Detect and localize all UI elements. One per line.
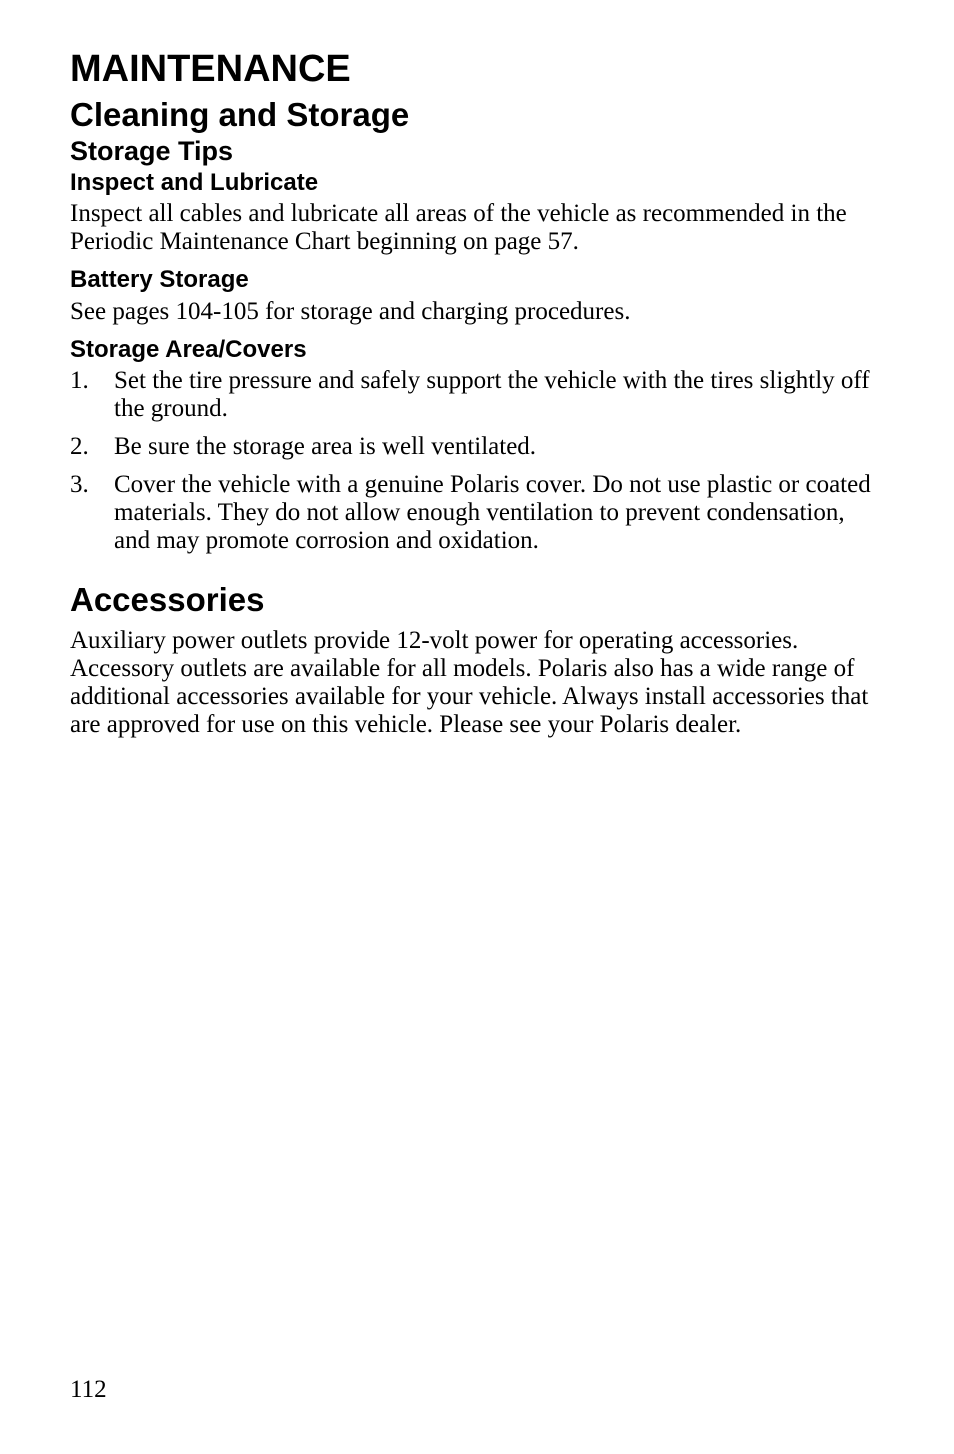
page-container: MAINTENANCE Cleaning and Storage Storage… [0, 0, 954, 1454]
chapter-heading: MAINTENANCE [70, 48, 884, 92]
list-item: Set the tire pressure and safely support… [106, 367, 884, 423]
accessories-heading: Accessories [70, 581, 884, 619]
paragraph-accessories: Auxiliary power outlets provide 12-volt … [70, 627, 884, 739]
paragraph-inspect: Inspect all cables and lubricate all are… [70, 200, 884, 256]
storage-steps-list: Set the tire pressure and safely support… [70, 367, 884, 555]
paragraph-battery: See pages 104-105 for storage and chargi… [70, 298, 884, 326]
heading-inspect-lubricate: Inspect and Lubricate [70, 169, 884, 197]
heading-battery-storage: Battery Storage [70, 266, 884, 294]
list-item: Cover the vehicle with a genuine Polaris… [106, 471, 884, 555]
subsection-heading: Storage Tips [70, 136, 884, 167]
list-item: Be sure the storage area is well ventila… [106, 433, 884, 461]
section-heading: Cleaning and Storage [70, 96, 884, 134]
heading-storage-area: Storage Area/Covers [70, 336, 884, 364]
spacer [70, 565, 884, 581]
page-number: 112 [70, 1376, 107, 1404]
